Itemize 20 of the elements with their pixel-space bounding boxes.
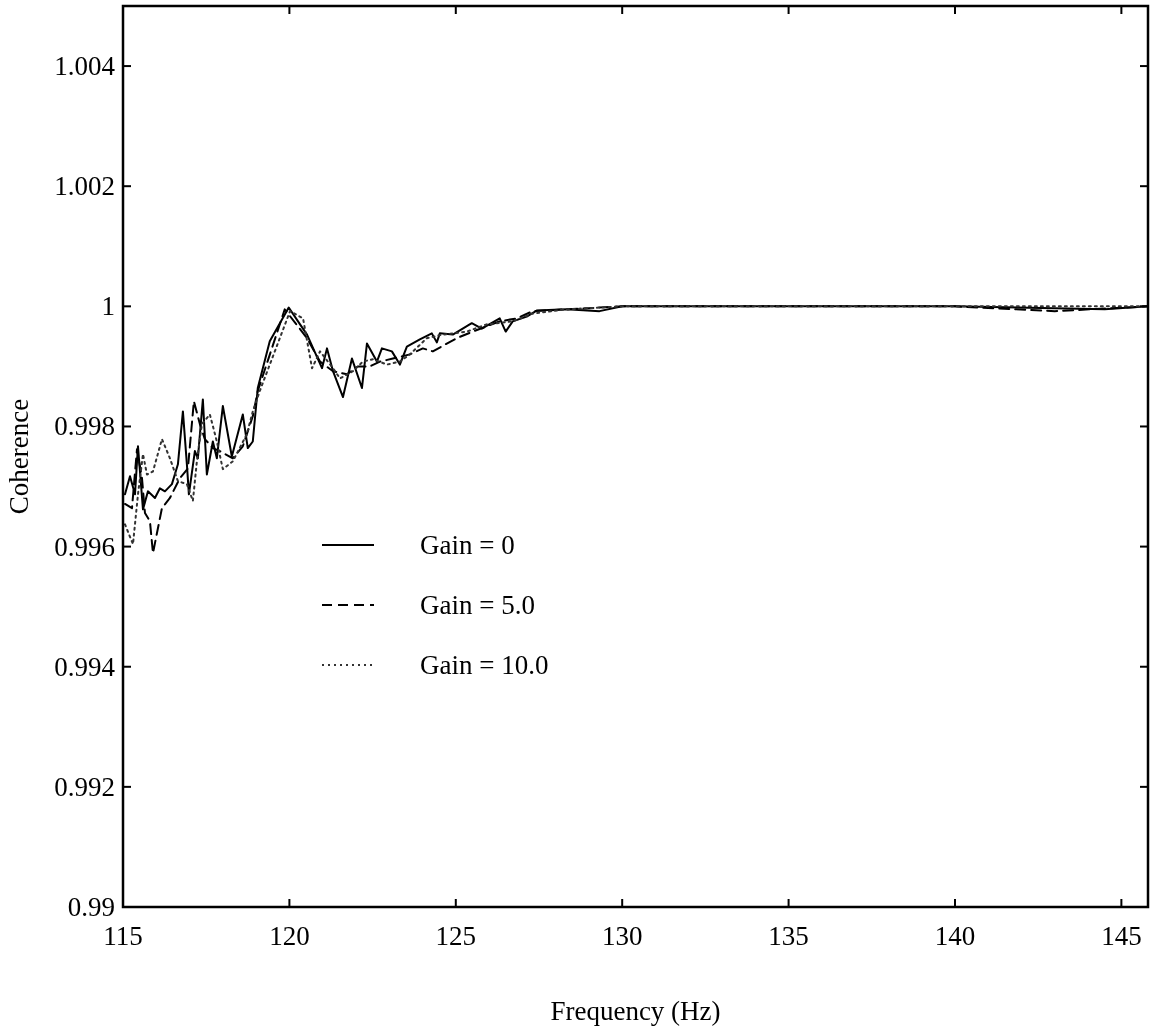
- y-tick-label: 1.002: [54, 171, 115, 202]
- y-tick-label: 1.004: [54, 51, 116, 82]
- x-axis-title: Frequency (Hz): [550, 996, 721, 1026]
- x-tick-label: 140: [934, 921, 976, 951]
- y-tick-label: 0.996: [54, 531, 115, 562]
- y-tick-label: 1: [101, 291, 115, 322]
- x-tick-label: 120: [269, 921, 310, 951]
- x-tick-label: 130: [601, 921, 643, 951]
- y-tick-label: 0.994: [54, 651, 116, 682]
- y-tick-label: 0.992: [54, 771, 115, 802]
- y-tick-label: 0.99: [67, 892, 115, 922]
- x-tick-label: 145: [1101, 921, 1142, 951]
- x-tick-label: 115: [103, 921, 143, 951]
- y-tick-label: 0.998: [54, 411, 115, 442]
- legend-label: Gain = 10.0: [420, 650, 549, 680]
- y-axis-title: Coherence: [4, 398, 34, 515]
- legend-label: Gain = 5.0: [420, 590, 535, 620]
- x-tick-label: 135: [768, 921, 809, 951]
- x-tick-label: 125: [435, 921, 477, 951]
- legend-label: Gain = 0: [420, 530, 515, 560]
